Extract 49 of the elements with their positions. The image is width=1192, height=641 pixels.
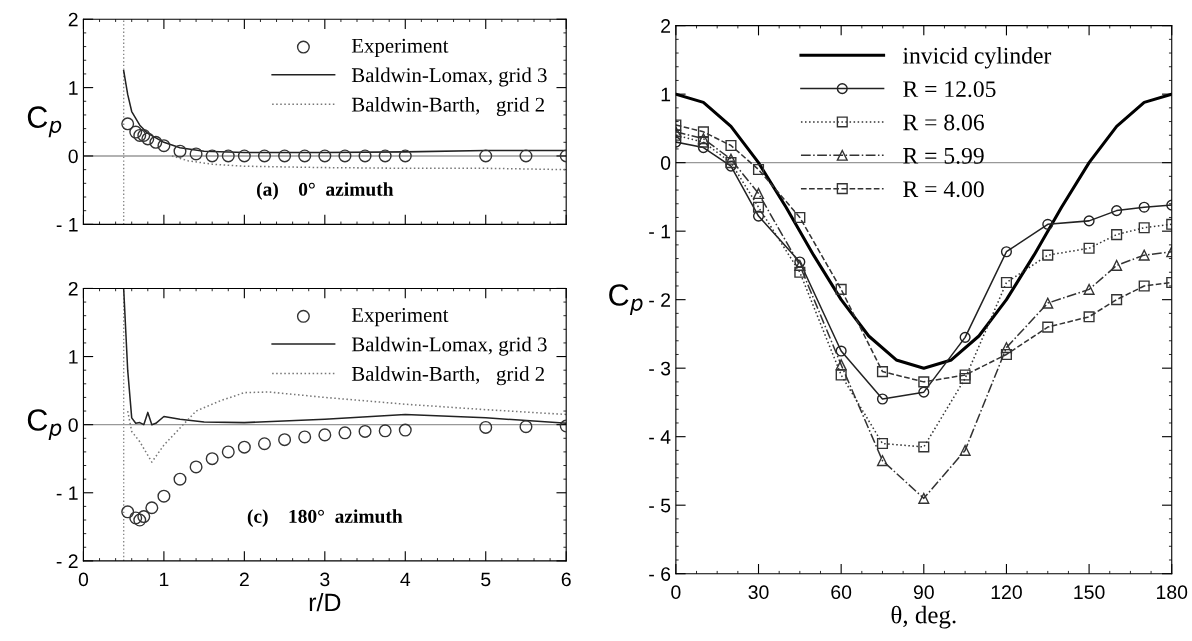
y-tick-label: - 1	[56, 218, 78, 232]
x-tick-label: 30	[748, 585, 769, 600]
y-tick-label: - 1	[649, 224, 671, 239]
legend-label: R = 5.99	[903, 147, 984, 164]
x-tick-label: 180	[1157, 585, 1188, 600]
x-tick-label: 4	[400, 572, 411, 587]
y-tick-label: 0	[68, 149, 78, 164]
legend-label: Baldwin-Barth, grid 2	[351, 97, 544, 116]
y-tick-label: - 3	[649, 361, 671, 376]
legend-label: invicid cylinder	[902, 47, 1052, 69]
y-tick-label: 0	[660, 156, 671, 170]
y-tick-label: - 2	[649, 293, 671, 307]
y-tick-label: 2	[68, 12, 78, 27]
y-tick-label: 2	[68, 281, 78, 296]
y-tick-label: 1	[69, 81, 78, 95]
x-axis-title: θ, deg.	[891, 605, 956, 629]
x-tick-label: 0	[671, 585, 681, 600]
y-axis-title: C$_{p}$	[27, 106, 62, 138]
legend-label: Experiment	[351, 38, 449, 57]
legend-label: Baldwin-Lomax, grid 3	[351, 336, 547, 356]
x-tick-label: 1	[159, 572, 169, 587]
y-tick-label: - 6	[649, 567, 671, 581]
y-tick-label: - 1	[56, 486, 78, 500]
y-tick-label: 0	[68, 418, 78, 432]
x-tick-label: 90	[913, 585, 934, 600]
annotation: (a) 0° azimuth	[256, 182, 394, 200]
y-tick-label: - 2	[56, 554, 78, 568]
legend-label: Baldwin-Barth, grid 2	[351, 366, 544, 386]
legend-label: R = 4.00	[903, 181, 984, 198]
y-axis-title: C$_{p}$	[609, 284, 643, 316]
legend-label: Experiment	[351, 307, 449, 327]
y-tick-label: - 4	[649, 430, 671, 444]
x-tick-label: 6	[561, 572, 571, 587]
legend-label: R = 8.06	[903, 114, 984, 131]
x-tick-label: 150	[1074, 585, 1105, 600]
x-tick-label: 2	[239, 572, 249, 587]
x-tick-label: 60	[831, 585, 852, 600]
x-axis-title: r/D	[309, 592, 341, 612]
x-tick-label: 3	[320, 572, 330, 587]
x-tick-label: 5	[481, 572, 491, 587]
y-tick-label: 1	[69, 350, 78, 364]
legend-label: Baldwin-Lomax, grid 3	[351, 67, 547, 87]
x-tick-label: 120	[991, 585, 1022, 600]
y-tick-label: - 5	[649, 498, 671, 513]
annotation: (c) 180° azimuth	[247, 509, 403, 527]
y-tick-label: 2	[661, 19, 671, 33]
y-axis-title: C$_{p}$	[27, 409, 62, 441]
legend-label: R = 12.05	[903, 81, 996, 98]
y-tick-label: 1	[661, 87, 671, 102]
